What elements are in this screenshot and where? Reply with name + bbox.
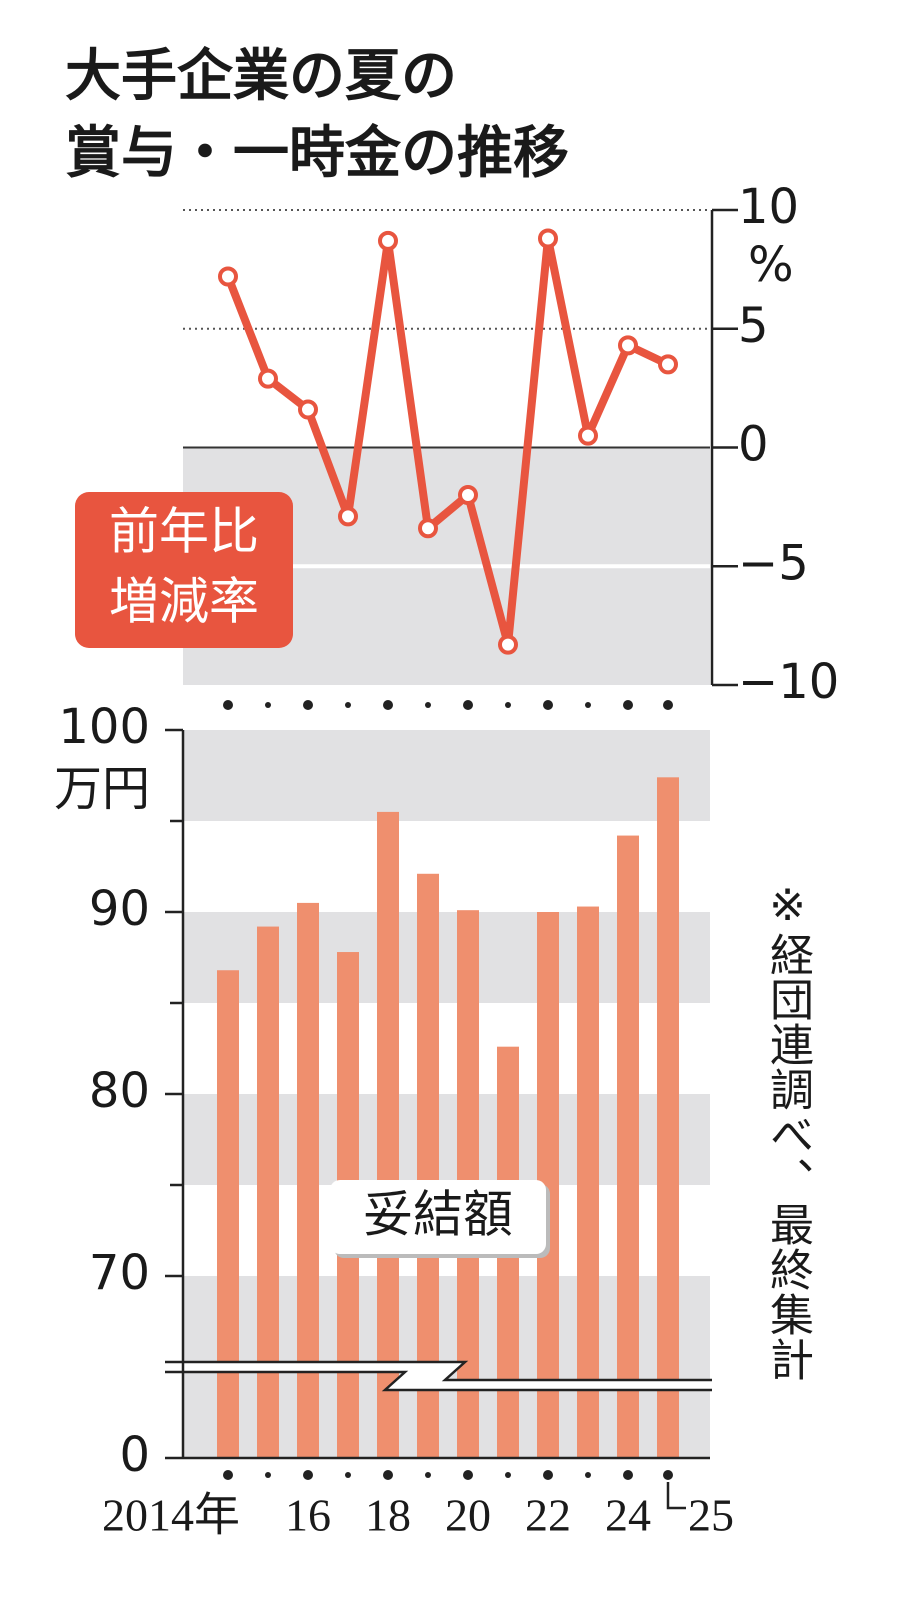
axis-break-line xyxy=(165,1370,712,1392)
category-dot xyxy=(585,702,591,708)
y-tick-label: 80 xyxy=(89,1063,150,1119)
data-point xyxy=(338,506,358,527)
category-dot xyxy=(425,1472,431,1478)
data-point xyxy=(658,354,678,375)
bar xyxy=(257,926,279,1458)
bar xyxy=(617,835,639,1458)
category-dot xyxy=(663,700,673,710)
y-tick-label: −5 xyxy=(738,535,809,591)
series-label-box xyxy=(330,1180,546,1254)
x-tick-label: 20 xyxy=(445,1490,491,1541)
category-dot xyxy=(265,702,271,708)
title-line: 賞与・一時金の推移 xyxy=(65,121,569,186)
bar xyxy=(417,873,439,1458)
category-dot xyxy=(543,700,553,710)
category-dot xyxy=(223,700,233,710)
bar xyxy=(297,902,319,1458)
data-point xyxy=(218,266,238,287)
category-dot xyxy=(505,1472,511,1478)
category-dot xyxy=(303,700,313,710)
x-tick-label: 18 xyxy=(365,1490,411,1541)
source-note: ※経団連調べ、最終集計 xyxy=(762,880,813,1382)
data-point xyxy=(578,425,598,446)
category-dot xyxy=(463,700,473,710)
label-bracket xyxy=(666,1482,686,1510)
grid-band xyxy=(183,730,710,821)
x-tick-label: 16 xyxy=(285,1490,331,1541)
bar xyxy=(577,906,599,1458)
bar xyxy=(537,912,559,1458)
y-unit: % xyxy=(748,237,794,293)
data-point xyxy=(378,230,398,251)
axis-break-line xyxy=(165,1360,712,1382)
x-tick-label: 2014年 xyxy=(102,1490,240,1541)
y-tick-label: 90 xyxy=(89,881,150,937)
category-dot xyxy=(585,1472,591,1478)
data-point xyxy=(498,634,518,655)
bar xyxy=(217,970,239,1458)
data-point xyxy=(298,399,318,420)
category-dot xyxy=(223,1470,233,1480)
axis-break-gap xyxy=(165,1362,712,1390)
category-dot xyxy=(345,702,351,708)
y-tick-label: 0 xyxy=(119,1427,150,1483)
category-dot xyxy=(425,702,431,708)
x-tick-label: 25 xyxy=(688,1490,734,1541)
data-point xyxy=(538,228,558,249)
category-dot xyxy=(345,1472,351,1478)
x-tick-label: 22 xyxy=(525,1490,571,1541)
category-dot xyxy=(463,1470,473,1480)
bar xyxy=(657,777,679,1458)
x-tick-label: 24 xyxy=(605,1490,651,1541)
y-tick-label: 70 xyxy=(89,1245,150,1301)
y-tick-label: 5 xyxy=(738,298,769,354)
data-point xyxy=(458,485,478,505)
series-label: 前年比 xyxy=(109,503,259,561)
category-dot xyxy=(543,1470,553,1480)
category-dot xyxy=(663,1470,673,1480)
category-dot xyxy=(623,1470,633,1480)
data-point xyxy=(258,368,278,389)
bar xyxy=(377,811,399,1458)
series-label-box xyxy=(75,492,293,648)
y-unit: 万円 xyxy=(54,761,150,817)
y-tick-label: 100 xyxy=(58,699,150,755)
y-tick-label: −10 xyxy=(738,654,839,710)
series-label: 増減率 xyxy=(109,573,259,631)
y-tick-label: 10 xyxy=(738,179,799,235)
category-dot xyxy=(303,1470,313,1480)
data-point xyxy=(618,335,638,356)
series-label: 妥結額 xyxy=(363,1186,513,1244)
category-dot xyxy=(623,700,633,710)
category-dot xyxy=(265,1472,271,1478)
category-dot xyxy=(383,700,393,710)
y-tick-label: 0 xyxy=(738,417,769,473)
title-line: 大手企業の夏の xyxy=(65,44,457,109)
category-dot xyxy=(383,1470,393,1480)
data-point xyxy=(418,518,438,539)
category-dot xyxy=(505,702,511,708)
